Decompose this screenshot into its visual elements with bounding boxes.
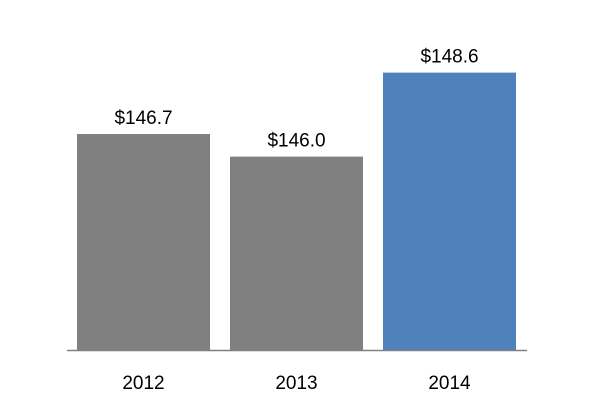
data-labels-group: $146.7 $146.0 $148.6: [114, 47, 478, 152]
data-label-2012: $146.7: [114, 108, 172, 129]
x-tick-labels-group: 2012 2013 2014: [122, 373, 471, 394]
x-tick-label-2013: 2013: [275, 373, 317, 394]
bar-2012: [77, 134, 210, 351]
x-tick-label-2012: 2012: [122, 373, 164, 394]
bars-group: [77, 72, 516, 351]
x-tick-label-2014: 2014: [428, 373, 471, 394]
bar-2014: [383, 72, 516, 351]
data-label-2014: $148.6: [420, 47, 478, 68]
data-label-2013: $146.0: [267, 131, 325, 152]
bar-2013: [230, 156, 363, 351]
